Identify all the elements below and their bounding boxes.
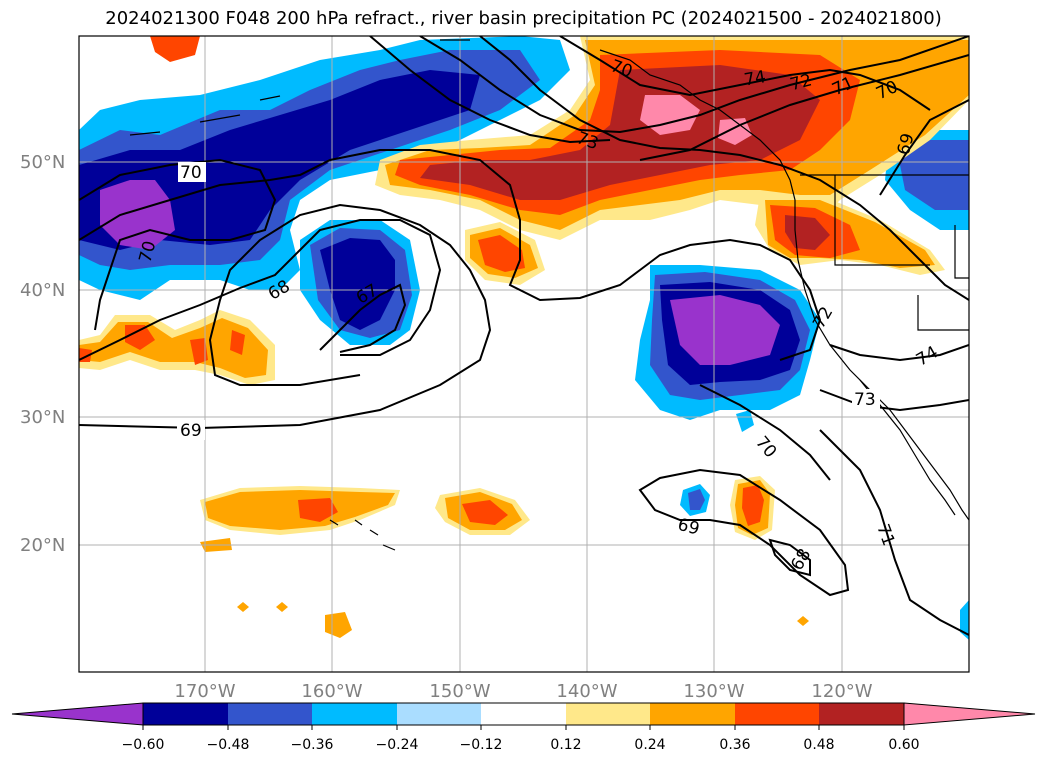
map-area: 70 70 68 67 69 73 74 72 71 70 69 70 74 7…: [79, 36, 969, 672]
lon-label: 120°W: [811, 681, 872, 702]
colorbar: −0.60 −0.48 −0.36 −0.24 −0.12 0.12 0.24 …: [11, 702, 1036, 753]
colorbar-tick-label: 0.12: [550, 737, 581, 753]
colorbar-extend-right: [903, 702, 1036, 726]
red-region-west-3: [230, 330, 245, 355]
colorbar-segment: [481, 703, 566, 725]
contour-71: [369, 36, 611, 144]
red-region-east-hawaii: [462, 500, 508, 525]
orange-blob-tiny-3: [797, 616, 809, 626]
alaska-islands: [129, 39, 470, 136]
contour-label: 73: [854, 390, 876, 410]
orange-blob-top: [150, 36, 200, 62]
colorbar-segment: [143, 703, 228, 725]
latitude-labels: 50°N 40°N 30°N 20°N: [20, 152, 65, 556]
lat-label: 20°N: [20, 535, 65, 556]
north-america-coast: [599, 49, 969, 521]
lon-label: 140°W: [556, 681, 617, 702]
colorbar-tick-label: −0.12: [460, 737, 503, 753]
colorbar-tick-label: −0.24: [376, 737, 419, 753]
colorbar-segment: [650, 703, 735, 725]
darkblue-blob-south: [688, 489, 705, 510]
contour-74-east: [829, 344, 969, 362]
lon-label: 130°W: [683, 681, 744, 702]
contour-67: [319, 283, 407, 353]
navy-region-central: [320, 238, 395, 330]
colorbar-tick-label: −0.48: [207, 737, 250, 753]
blue-blob-southeast: [736, 410, 754, 432]
hawaii-islands: [329, 519, 396, 551]
lon-label: 160°W: [301, 681, 362, 702]
colorbar-segment: [735, 703, 819, 725]
colorbar-segment: [397, 703, 481, 725]
contour-73-east: [819, 389, 969, 412]
red-region-west-1: [125, 325, 155, 350]
contour-71-south: [819, 429, 969, 636]
lon-label: 150°W: [429, 681, 490, 702]
colorbar-tick-label: −0.60: [122, 737, 165, 753]
contour-73: [479, 36, 969, 301]
gridlines: [79, 36, 969, 672]
contour-label: 69: [180, 421, 202, 441]
orange-blob-tiny-2: [276, 602, 288, 612]
contour-68: [79, 219, 442, 361]
lat-label: 30°N: [20, 407, 65, 428]
contour-69-east: [879, 99, 969, 196]
colorbar-extend-left: [11, 702, 144, 726]
blue-blob-corner: [960, 600, 969, 640]
red-region-mid: [478, 235, 525, 272]
colorbar-segment: [819, 703, 904, 725]
red-region-west-2: [190, 338, 208, 365]
contour-label: 74: [743, 67, 768, 90]
colorbar-tick-label: 0.36: [719, 737, 750, 753]
contour-69: [79, 203, 492, 430]
lat-label: 50°N: [20, 152, 65, 173]
map-frame: [78, 35, 970, 673]
contour-70-middle: [79, 149, 822, 361]
contour-74: [559, 36, 931, 111]
colorbar-segment: [312, 703, 397, 725]
colorbar-segment: [566, 703, 650, 725]
colorbar-tick-label: −0.36: [291, 737, 334, 753]
map-title: 2024021300 F048 200 hPa refract., river …: [105, 8, 942, 29]
navy-region-northwest: [79, 70, 480, 250]
longitude-labels: 170°W 160°W 150°W 140°W 130°W 120°W: [174, 681, 872, 702]
colorbar-tick-label: 0.24: [634, 737, 665, 753]
negative-anomaly-regions: [79, 36, 969, 640]
positive-anomaly-regions: [79, 36, 969, 638]
colorbar-segment: [228, 703, 312, 725]
contour-68-south: [768, 538, 811, 577]
lon-label: 170°W: [174, 681, 235, 702]
contour-72: [419, 36, 969, 134]
lat-label: 40°N: [20, 280, 65, 301]
pink-region-northeast-2: [718, 118, 752, 145]
border-line: [800, 174, 969, 331]
colorbar-tick-label: 0.60: [888, 737, 919, 753]
red-region-hawaii: [298, 498, 338, 522]
contour-70-east: [639, 54, 969, 161]
orange-blob-tiny-1: [237, 602, 249, 612]
contour-70-south: [699, 384, 831, 481]
contour-south-loop: [638, 468, 850, 597]
contour-label: 70: [180, 163, 202, 183]
purple-region-offshore: [670, 295, 780, 365]
colorbar-tick-label: 0.48: [803, 737, 834, 753]
red-region-south: [742, 485, 764, 526]
